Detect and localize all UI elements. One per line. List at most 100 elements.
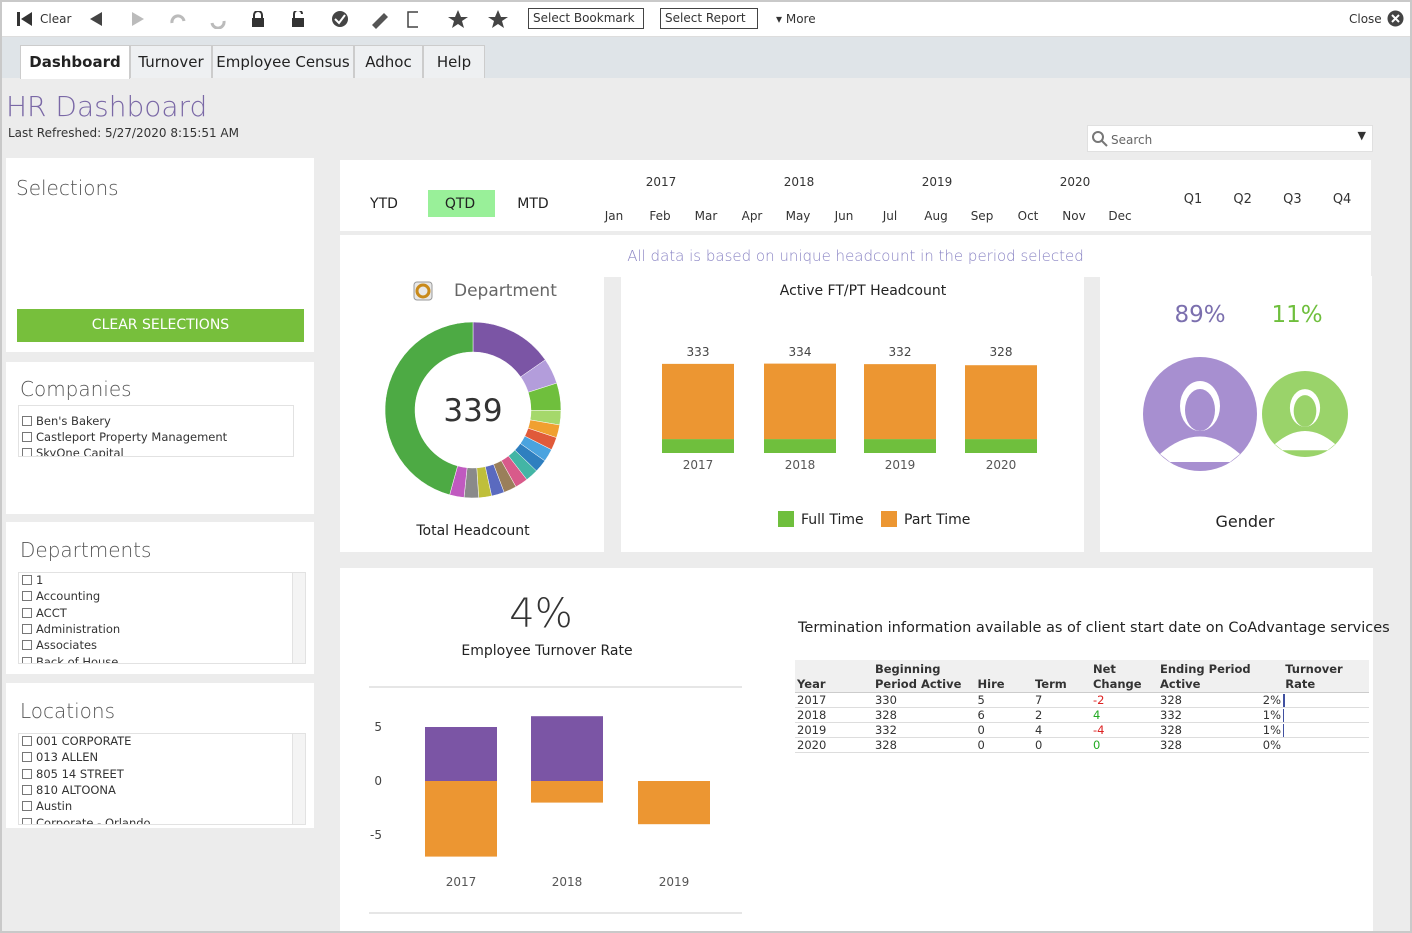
period-month[interactable]: Feb	[649, 209, 671, 223]
tab[interactable]: Employee Census	[212, 45, 354, 78]
rate-value: 2%	[1262, 693, 1281, 707]
list-item[interactable]: Associates	[22, 638, 97, 652]
table-cell: 328	[1160, 693, 1182, 707]
locations-panel: Locations 001 CORPORATE 013 ALLEN 805 14 S…	[6, 683, 314, 828]
period-month[interactable]: Nov	[1062, 209, 1086, 223]
bar	[425, 727, 497, 781]
period-month[interactable]: Jan	[604, 209, 624, 223]
donut-total: 339	[443, 393, 502, 429]
locations-list: 001 CORPORATE 013 ALLEN 805 14 STREET 810 A…	[18, 733, 306, 825]
bar-segment	[965, 365, 1037, 440]
period-month[interactable]: Jul	[882, 209, 898, 223]
legend-label: Part Time	[904, 512, 970, 528]
tab[interactable]: Dashboard	[20, 45, 130, 79]
tab[interactable]: Adhoc	[354, 45, 423, 78]
table-cell: 0%	[1263, 738, 1369, 753]
list-item[interactable]: Austin	[22, 799, 72, 813]
period-quarter[interactable]: Q4	[1332, 192, 1352, 207]
period-month[interactable]: Sep	[970, 209, 994, 223]
period-month[interactable]: Mar	[694, 209, 718, 223]
bar-segment	[864, 439, 936, 453]
list-item[interactable]: Accounting	[22, 589, 100, 603]
period-month[interactable]: Oct	[1017, 209, 1039, 223]
note-panel: All data is based on unique headcount in…	[340, 235, 1371, 277]
period-year[interactable]: 2018	[783, 175, 815, 189]
list-item[interactable]: 1	[22, 573, 43, 587]
list-item[interactable]: 810 ALTOONA	[22, 783, 116, 797]
period-month[interactable]: Jun	[834, 209, 854, 223]
gender-panel: 89% 11% Gender	[1100, 276, 1372, 552]
last-refreshed: Last Refreshed: 5/27/2020 8:15:51 AM	[8, 126, 239, 140]
more-button[interactable]: ▾ More	[776, 12, 816, 26]
bookmark-icons[interactable]	[447, 9, 517, 29]
scrollbar[interactable]	[292, 734, 305, 824]
table-cell: 2%	[1263, 693, 1369, 708]
header-cell: Net Change	[1092, 662, 1142, 691]
scrollbar[interactable]	[292, 573, 305, 663]
list-item[interactable]: Corporate - Orlando	[22, 816, 151, 825]
avatar-face	[1293, 395, 1317, 427]
y-tick-label: 0	[374, 774, 382, 788]
period-mode[interactable]: MTD	[517, 196, 549, 212]
period-month[interactable]: Aug	[924, 209, 948, 223]
table-cell: 2	[1034, 708, 1043, 722]
search-dropdown[interactable]: ▼	[1357, 129, 1366, 142]
clear-button[interactable]: Clear	[40, 12, 72, 26]
tab[interactable]: Turnover	[130, 45, 212, 78]
turnover-chart: 4% Employee Turnover Rate -5 0 5 2017 2018 2019	[369, 591, 742, 914]
period-year[interactable]: 2020	[1059, 175, 1091, 189]
period-mode[interactable]: YTD	[370, 196, 398, 212]
termination-note: Termination information available as of …	[798, 620, 1390, 636]
tab-bar: Dashboard Turnover Employee Census Adhoc Hel…	[2, 37, 1410, 79]
headline-rate: 4%	[509, 591, 572, 637]
departments-panel: Departments 1 Accounting ACCT Administratio…	[6, 522, 314, 674]
header-cell: Turnover Rate	[1285, 662, 1343, 691]
close-button[interactable]: Close	[1349, 12, 1382, 26]
rate-bar	[1283, 724, 1285, 737]
headcount-panel: Active FT/PT Headcount 333 2017 334 2018 332 2…	[621, 276, 1084, 552]
tab[interactable]: Help	[423, 45, 485, 78]
bar-total-label: 332	[889, 345, 912, 359]
list-item[interactable]: 805 14 STREET	[22, 767, 124, 781]
list-item[interactable]: Ben's Bakery	[22, 414, 111, 428]
report-select[interactable]: Select Report ⌄	[660, 8, 758, 44]
list-item[interactable]: Back of House	[22, 655, 118, 664]
bookmark-select[interactable]: Select Bookmark ⌄	[528, 8, 644, 44]
gender-percent: 89%	[1174, 302, 1225, 328]
rate-value: 1%	[1262, 708, 1281, 722]
period-quarter[interactable]: Q2	[1233, 192, 1252, 207]
list-item[interactable]: 001 CORPORATE	[22, 734, 131, 748]
list-item[interactable]: SkyOne Capital	[22, 446, 124, 456]
x-tick-label: 2017	[683, 458, 714, 472]
list-item[interactable]: Administration	[22, 622, 120, 636]
period-month[interactable]: May	[785, 209, 811, 223]
close-icon[interactable]	[1387, 10, 1404, 27]
list-item[interactable]: 013 ALLEN	[22, 750, 98, 764]
x-tick-label: 2019	[659, 875, 690, 889]
clear-selections-button[interactable]: CLEAR SELECTIONS	[17, 309, 304, 342]
headline-caption: Employee Turnover Rate	[461, 643, 632, 659]
period-month[interactable]: Apr	[741, 209, 763, 223]
period-quarter[interactable]: Q3	[1283, 192, 1302, 207]
period-year[interactable]: 2017	[645, 175, 677, 189]
department-chart: Department 339 Total Headcount	[384, 281, 562, 539]
department-icon[interactable]	[413, 281, 433, 301]
period-year[interactable]: 2019	[921, 175, 953, 189]
table-row: 2020 328 0 0 0 328 0%	[795, 738, 1369, 753]
headcount-note: All data is based on unique headcount in…	[627, 247, 1084, 265]
gender-caption: Gender	[1216, 512, 1275, 531]
selections-panel: Selections CLEAR SELECTIONS	[6, 158, 314, 352]
list-item[interactable]: Castleport Property Management	[22, 430, 227, 444]
table-row: 2018 328 6 2 4 332 1%	[795, 708, 1369, 723]
period-month[interactable]: Dec	[1108, 209, 1132, 223]
period-mode[interactable]: QTD	[444, 196, 476, 212]
first-icon[interactable]	[16, 11, 34, 27]
x-tick-label: 2019	[885, 458, 916, 472]
list-item[interactable]: ACCT	[22, 606, 67, 620]
donut-segment	[384, 321, 474, 496]
search-box[interactable]: Search ▼	[1087, 125, 1373, 152]
period-quarter[interactable]: Q1	[1183, 192, 1203, 207]
gender-chart: 89% 11% Gender	[1143, 302, 1348, 531]
panel-title: Departments	[20, 538, 152, 562]
